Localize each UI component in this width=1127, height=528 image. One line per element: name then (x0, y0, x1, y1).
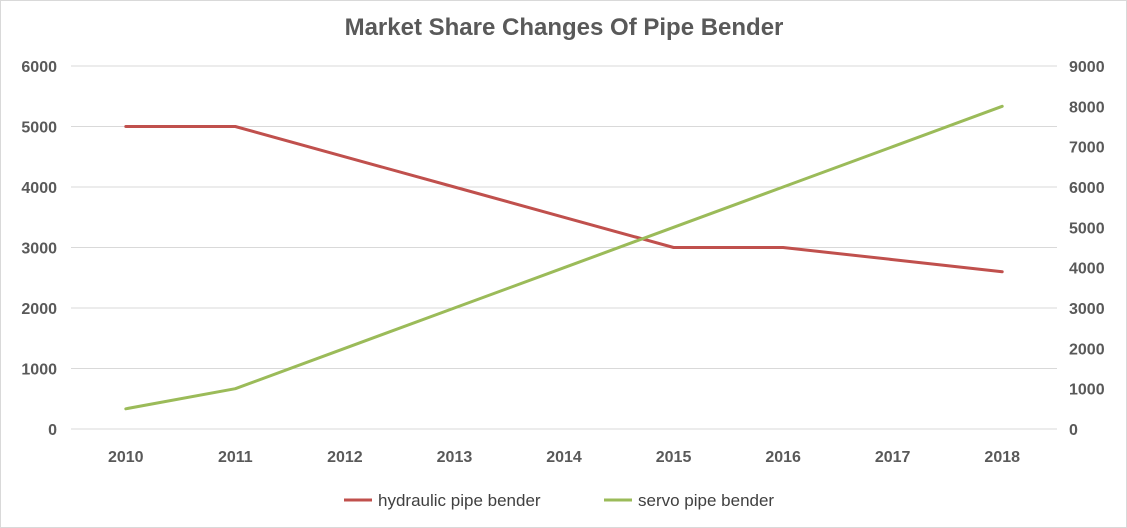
right-axis-ticks: 0 1000 2000 3000 4000 5000 6000 7000 8000 9000 (1069, 59, 1105, 439)
left-axis-tick-label: 2000 (21, 301, 57, 318)
left-axis-tick-label: 4000 (21, 180, 57, 197)
x-axis-tick-label: 2012 (327, 449, 363, 466)
chart-title: Market Share Changes Of Pipe Bender (345, 14, 784, 41)
left-axis-tick-label: 0 (48, 422, 57, 439)
right-axis-tick-label: 9000 (1069, 59, 1105, 76)
x-axis-tick-label: 2013 (437, 449, 473, 466)
left-axis-tick-label: 5000 (21, 120, 57, 137)
right-axis-tick-label: 3000 (1069, 301, 1105, 318)
x-axis-tick-label: 2016 (765, 449, 801, 466)
x-axis-tick-label: 2014 (546, 449, 582, 466)
legend-label-2: servo pipe bender (638, 491, 774, 510)
x-axis-tick-label: 2010 (108, 449, 144, 466)
right-axis-tick-label: 4000 (1069, 261, 1105, 278)
right-axis-tick-label: 2000 (1069, 341, 1105, 358)
series-lines (124, 104, 1004, 411)
right-axis-tick-label: 6000 (1069, 180, 1105, 197)
x-axis-tick-label: 2018 (984, 449, 1020, 466)
gridlines (71, 65, 1057, 430)
left-axis-ticks: 0 1000 2000 3000 4000 5000 6000 (21, 59, 57, 439)
series-line-1 (124, 125, 1004, 274)
right-axis-tick-label: 0 (1069, 422, 1078, 439)
right-axis-tick-label: 1000 (1069, 382, 1105, 399)
x-axis-tick-label: 2017 (875, 449, 911, 466)
right-axis-tick-label: 5000 (1069, 220, 1105, 237)
x-axis-ticks: 2010 2011 2012 2013 2014 2015 2016 2017 2018 (108, 449, 1020, 466)
series-line-2 (124, 104, 1004, 411)
x-axis-tick-label: 2011 (218, 449, 253, 466)
left-axis-tick-label: 1000 (21, 362, 57, 379)
left-axis-tick-label: 3000 (21, 241, 57, 258)
left-axis-tick-label: 6000 (21, 59, 57, 76)
x-axis-tick-label: 2015 (656, 449, 692, 466)
right-axis-tick-label: 7000 (1069, 140, 1105, 157)
legend: hydraulic pipe bender servo pipe bender (344, 491, 774, 510)
right-axis-tick-label: 8000 (1069, 99, 1105, 116)
legend-label-1: hydraulic pipe bender (378, 491, 541, 510)
